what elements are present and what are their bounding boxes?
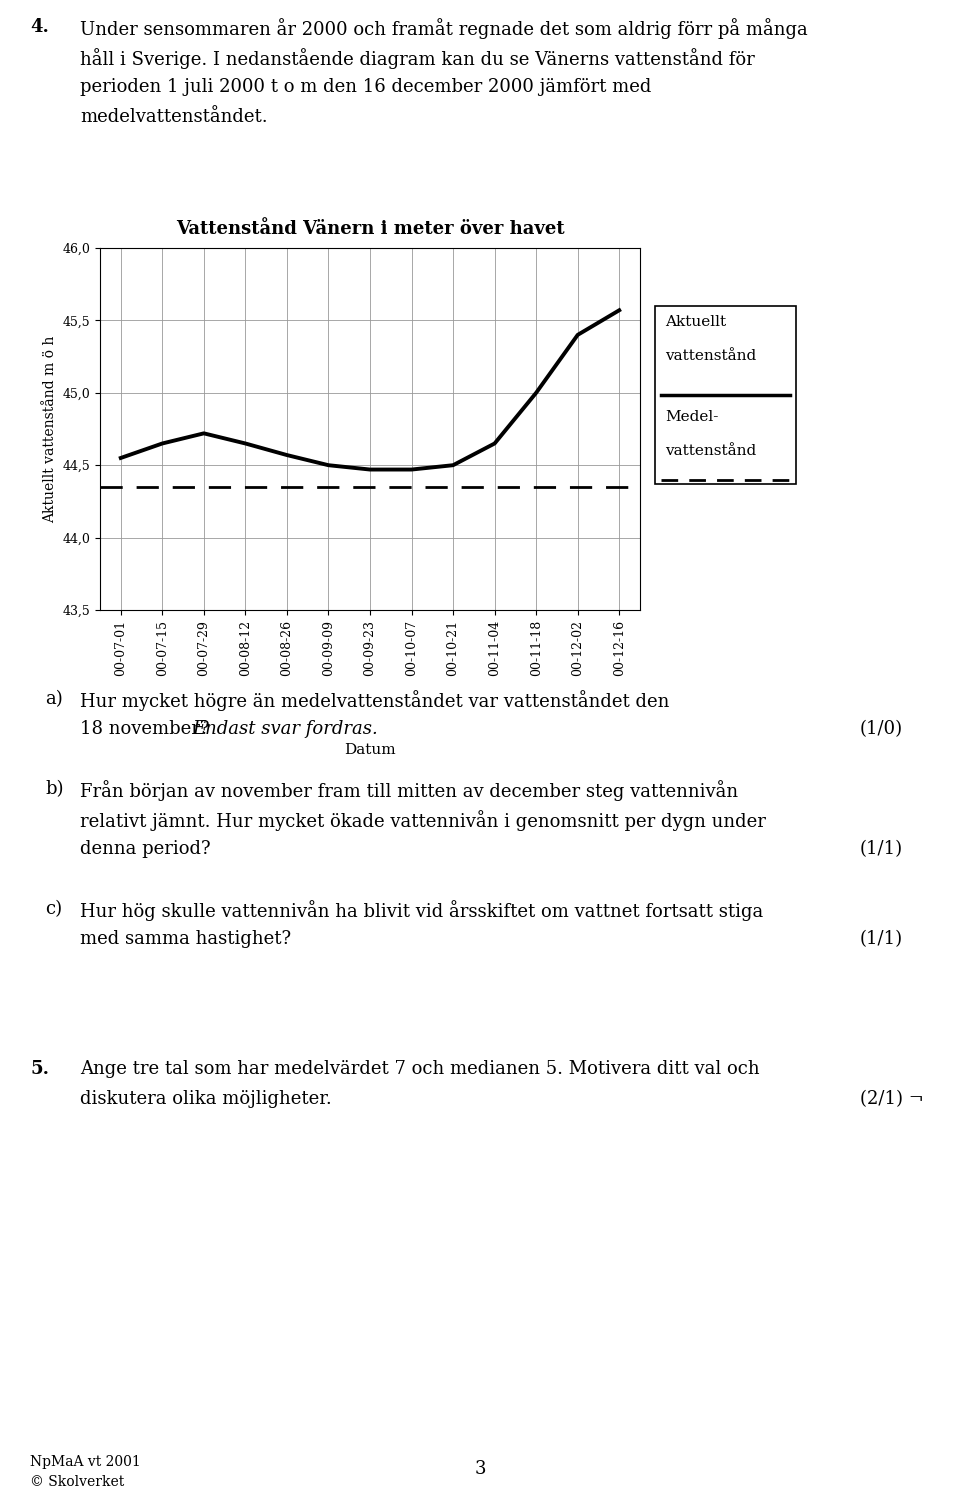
Text: vattenstånd: vattenstånd xyxy=(665,350,756,364)
Text: Hur hög skulle vattennivån ha blivit vid årsskiftet om vattnet fortsatt stiga: Hur hög skulle vattennivån ha blivit vid… xyxy=(80,899,763,920)
Text: håll i Sverige. I nedanstående diagram kan du se Vänerns vattenstånd för: håll i Sverige. I nedanstående diagram k… xyxy=(80,48,755,69)
Text: Medel-: Medel- xyxy=(665,410,718,424)
Text: medelvattenståndet.: medelvattenståndet. xyxy=(80,109,268,125)
Text: Från början av november fram till mitten av december steg vattennivån: Från början av november fram till mitten… xyxy=(80,780,738,801)
Text: vattenstånd: vattenstånd xyxy=(665,444,756,459)
Text: 5.: 5. xyxy=(30,1059,49,1077)
Text: Hur mycket högre än medelvattenståndet var vattenståndet den: Hur mycket högre än medelvattenståndet v… xyxy=(80,690,669,711)
Title: Vattenstånd Vänern i meter över havet: Vattenstånd Vänern i meter över havet xyxy=(176,220,564,238)
Text: Aktuellt: Aktuellt xyxy=(665,315,726,329)
Text: b): b) xyxy=(45,780,63,798)
Text: relativt jämnt. Hur mycket ökade vattennivån i genomsnitt per dygn under: relativt jämnt. Hur mycket ökade vattenn… xyxy=(80,810,766,831)
Text: (1/1): (1/1) xyxy=(860,930,903,948)
Text: med samma hastighet?: med samma hastighet? xyxy=(80,930,291,948)
Text: 3: 3 xyxy=(474,1461,486,1477)
X-axis label: Datum: Datum xyxy=(345,742,396,756)
Text: denna period?: denna period? xyxy=(80,841,210,859)
Text: NpMaA vt 2001: NpMaA vt 2001 xyxy=(30,1455,141,1468)
Text: (1/1): (1/1) xyxy=(860,841,903,859)
Y-axis label: Aktuellt vattenstånd m ö h: Aktuellt vattenstånd m ö h xyxy=(43,335,57,522)
Text: Under sensommaren år 2000 och framåt regnade det som aldrig förr på många: Under sensommaren år 2000 och framåt reg… xyxy=(80,18,807,39)
Text: © Skolverket: © Skolverket xyxy=(30,1474,124,1489)
Text: Endast svar fordras.: Endast svar fordras. xyxy=(192,720,377,738)
Text: Ange tre tal som har medelvärdet 7 och medianen 5. Motivera ditt val och: Ange tre tal som har medelvärdet 7 och m… xyxy=(80,1059,759,1077)
Text: diskutera olika möjligheter.: diskutera olika möjligheter. xyxy=(80,1089,332,1108)
Text: perioden 1 juli 2000 t o m den 16 december 2000 jämfört med: perioden 1 juli 2000 t o m den 16 decemb… xyxy=(80,78,652,97)
Text: 4.: 4. xyxy=(30,18,49,36)
Text: (1/0): (1/0) xyxy=(860,720,903,738)
Text: c): c) xyxy=(45,899,62,917)
Text: 18 november?: 18 november? xyxy=(80,720,215,738)
Text: (2/1) ¬: (2/1) ¬ xyxy=(860,1089,924,1108)
Text: a): a) xyxy=(45,690,62,708)
